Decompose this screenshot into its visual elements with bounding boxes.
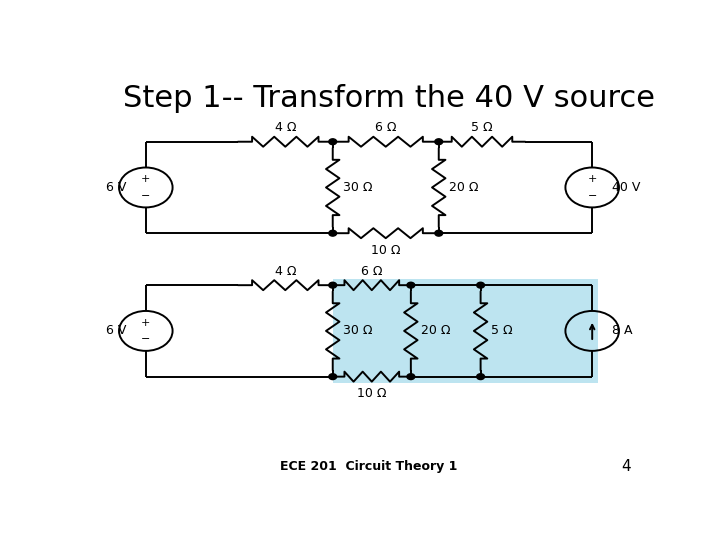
Text: +: +: [141, 318, 150, 328]
Text: −: −: [141, 191, 150, 201]
Circle shape: [407, 374, 415, 380]
Circle shape: [329, 139, 337, 145]
Text: 8 A: 8 A: [612, 325, 632, 338]
Text: 6 Ω: 6 Ω: [361, 265, 382, 278]
Text: 5 Ω: 5 Ω: [490, 325, 512, 338]
Text: 4: 4: [621, 458, 631, 474]
Text: +: +: [141, 174, 150, 184]
Text: ECE 201  Circuit Theory 1: ECE 201 Circuit Theory 1: [280, 460, 458, 472]
Text: 6 V: 6 V: [106, 181, 126, 194]
Circle shape: [477, 282, 485, 288]
Circle shape: [477, 374, 485, 380]
Text: 20 Ω: 20 Ω: [449, 181, 478, 194]
Text: 30 Ω: 30 Ω: [343, 325, 372, 338]
Text: Step 1-- Transform the 40 V source: Step 1-- Transform the 40 V source: [124, 84, 655, 112]
Text: 6 V: 6 V: [106, 325, 126, 338]
Circle shape: [407, 282, 415, 288]
Text: +: +: [588, 174, 597, 184]
Circle shape: [329, 282, 337, 288]
Text: 4 Ω: 4 Ω: [274, 122, 296, 134]
Circle shape: [435, 230, 443, 236]
Text: −: −: [588, 191, 597, 201]
Text: −: −: [141, 334, 150, 345]
Text: 6 Ω: 6 Ω: [375, 122, 397, 134]
Text: 30 Ω: 30 Ω: [343, 181, 372, 194]
Circle shape: [329, 230, 337, 236]
Text: 5 Ω: 5 Ω: [471, 122, 492, 134]
Text: 4 Ω: 4 Ω: [274, 265, 296, 278]
Text: 40 V: 40 V: [612, 181, 640, 194]
Text: 10 Ω: 10 Ω: [371, 244, 400, 256]
Bar: [333, 279, 598, 383]
Text: 20 Ω: 20 Ω: [421, 325, 451, 338]
Text: 10 Ω: 10 Ω: [357, 387, 387, 400]
Circle shape: [329, 374, 337, 380]
Circle shape: [435, 139, 443, 145]
